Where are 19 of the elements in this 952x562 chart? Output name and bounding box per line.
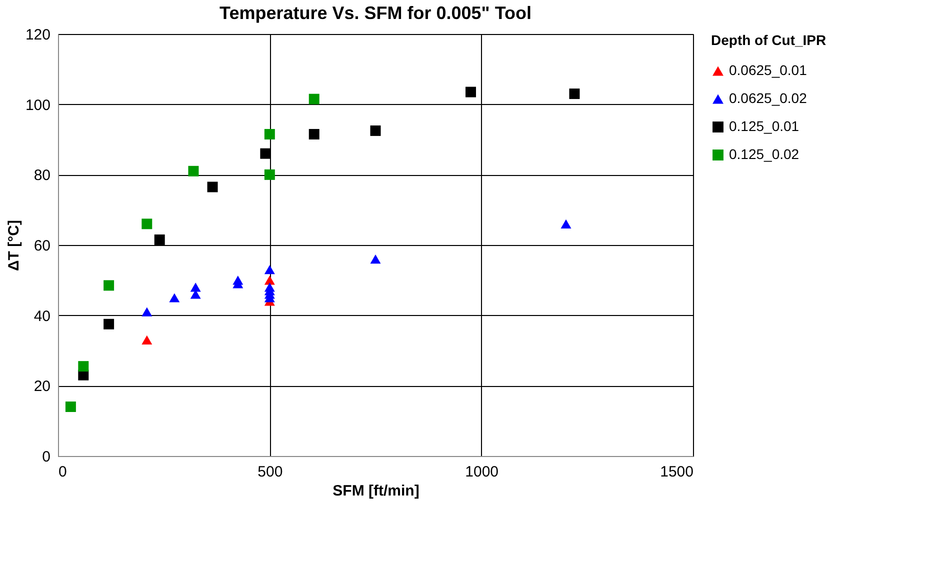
y-tick-label: 100	[25, 96, 50, 114]
x-tick-label: 1000	[465, 464, 499, 480]
legend-label: 0.0625_0.02	[729, 90, 808, 106]
y-tick-label: 80	[34, 167, 50, 184]
x-tick-label: 500	[258, 464, 283, 480]
x-tick-label: 0	[58, 464, 67, 480]
legend-title: Depth of Cut_IPR	[711, 32, 826, 48]
y-tick-label: 60	[34, 238, 50, 254]
legend-label: 0.125_0.02	[729, 146, 800, 162]
x-axis-title: SFM [ft/min]	[332, 482, 420, 500]
y-tick-label: 120	[25, 26, 50, 44]
y-axis-title: ΔT [°C]	[5, 220, 22, 271]
y-tick-label: 40	[34, 308, 50, 325]
y-tick-label: 0	[42, 448, 50, 466]
x-tick-label: 1500	[660, 464, 694, 480]
legend-label: 0.125_0.01	[729, 118, 800, 134]
chart-title: Temperature Vs. SFM for 0.005" Tool	[220, 3, 532, 23]
y-tick-label: 20	[34, 378, 50, 396]
legend-label: 0.0625_0.01	[729, 62, 808, 78]
